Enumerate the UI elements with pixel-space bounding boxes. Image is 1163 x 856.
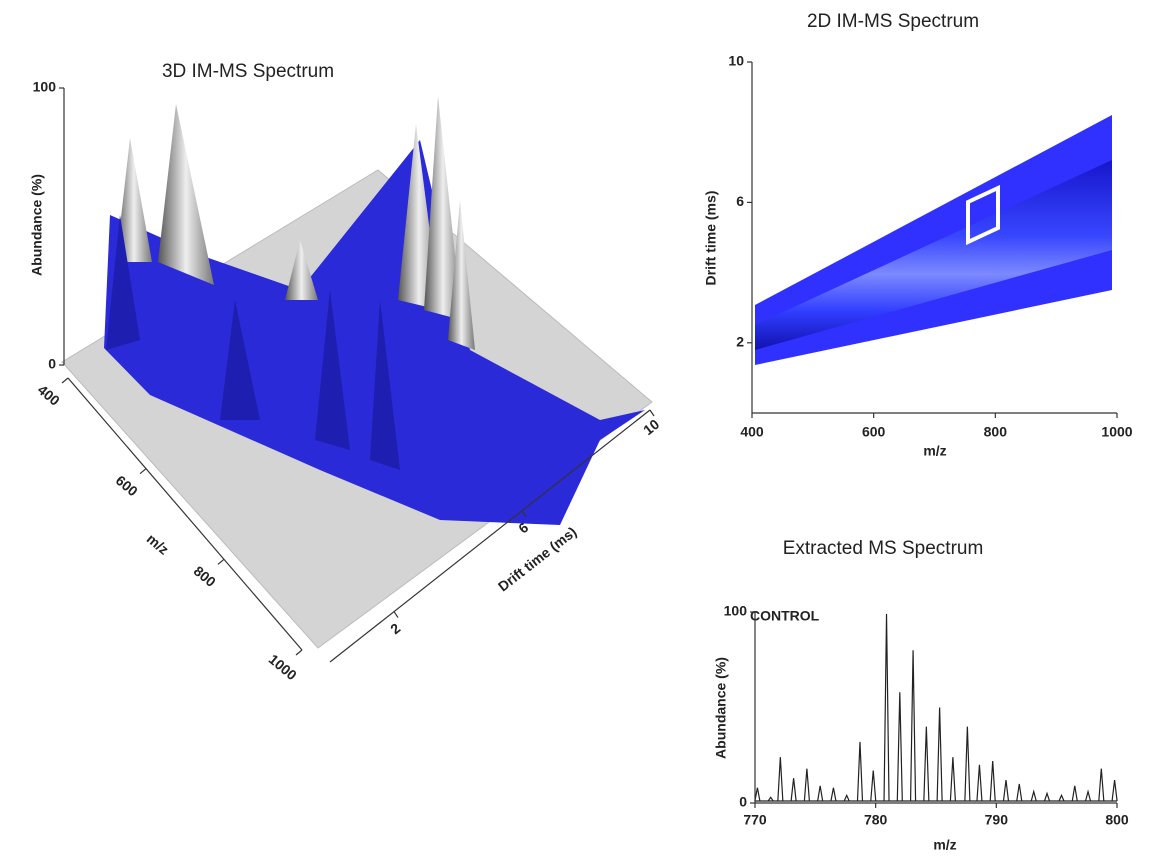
surface-spike <box>220 300 260 420</box>
x-tick-label: 800 <box>1105 812 1129 828</box>
x-tick-label: 790 <box>985 812 1009 828</box>
peak <box>777 757 784 802</box>
y-axis-label: Drift time (ms) <box>495 523 580 594</box>
surface-peak <box>424 96 462 320</box>
x-axis-label: m/z <box>933 837 956 853</box>
tick-mark <box>139 468 147 475</box>
y-tick-label: 0 <box>739 794 747 810</box>
tick-mark <box>521 510 527 518</box>
z-tick-label: 0 <box>48 356 56 372</box>
peak <box>843 793 850 802</box>
heatmap-core <box>755 160 1112 350</box>
x-tick-label: 600 <box>862 424 886 440</box>
y-axis-label: Abundance (%) <box>713 657 729 759</box>
x-axis-label: m/z <box>144 530 172 557</box>
peak <box>803 768 810 802</box>
peak <box>1058 793 1065 802</box>
surface-spike <box>106 215 140 350</box>
peak <box>1098 768 1105 802</box>
y-tick-label: 10 <box>728 53 744 69</box>
z-tick-label: 100 <box>33 79 57 95</box>
y-tick-label: 100 <box>724 603 748 619</box>
chart-title: Extracted MS Spectrum <box>783 538 984 559</box>
peak <box>896 692 903 802</box>
surface-peak <box>116 138 152 262</box>
tick-mark <box>295 649 303 656</box>
x-tick-label: 800 <box>984 424 1008 440</box>
panel-spectrum: Extracted MS Spectrum CONTROL m/z Abunda… <box>713 538 1129 853</box>
surface-peak <box>448 200 475 350</box>
y-tick-label: 10 <box>640 416 662 438</box>
x-axis-label: m/z <box>923 443 946 459</box>
surface-3d <box>61 96 653 649</box>
peak <box>1002 780 1010 802</box>
selection-box <box>966 184 1000 246</box>
y-tick-label: 2 <box>736 334 744 350</box>
peak <box>1016 783 1023 802</box>
peak <box>909 650 917 802</box>
x-axis <box>67 377 303 651</box>
tick-mark <box>61 377 69 384</box>
x-tick-label: 770 <box>743 812 767 828</box>
peak <box>1071 785 1078 802</box>
peak <box>1043 791 1051 802</box>
y-axis <box>329 409 651 663</box>
peak <box>767 796 774 802</box>
z-axis-label: Abundance (%) <box>29 174 45 276</box>
x-tick-label: 600 <box>113 472 141 499</box>
tick-mark <box>649 409 655 417</box>
annotation: CONTROL <box>750 608 820 624</box>
surface-peak <box>285 240 318 300</box>
chart-title: 3D IM-MS Spectrum <box>162 61 334 82</box>
peak <box>856 741 864 802</box>
peak <box>936 707 943 802</box>
surface-spike <box>315 290 350 450</box>
peak <box>830 787 837 802</box>
chart-title: 2D IM-MS Spectrum <box>807 11 979 32</box>
x-tick-label: 400 <box>35 381 63 408</box>
peak <box>754 787 761 802</box>
peak <box>817 785 824 802</box>
surface-band <box>104 140 645 525</box>
x-tick-label: 1000 <box>1101 424 1132 440</box>
peak <box>949 757 956 802</box>
peak <box>870 770 877 802</box>
tick-mark <box>217 558 225 565</box>
tick-mark <box>393 611 399 618</box>
y-tick-label: 2 <box>387 620 403 638</box>
x-tick-label: 800 <box>191 563 219 590</box>
peak <box>1111 780 1118 802</box>
surface-spike <box>370 300 400 470</box>
peak <box>989 760 996 802</box>
y-axis-label: Drift time (ms) <box>703 191 719 286</box>
peak <box>964 726 971 802</box>
surface-peak <box>158 104 214 285</box>
x-tick-label: 400 <box>740 424 764 440</box>
peak <box>883 613 890 802</box>
x-tick-label: 780 <box>864 812 888 828</box>
peak <box>1084 789 1092 802</box>
peak <box>790 778 797 802</box>
peak <box>976 764 983 802</box>
x-tick-label: 1000 <box>266 651 300 683</box>
panel-2d: 2D IM-MS Spectrum m/z Drift time (ms) 40… <box>703 11 1133 459</box>
peak <box>923 726 930 802</box>
peak <box>1030 789 1037 802</box>
y-tick-label: 6 <box>736 193 744 209</box>
